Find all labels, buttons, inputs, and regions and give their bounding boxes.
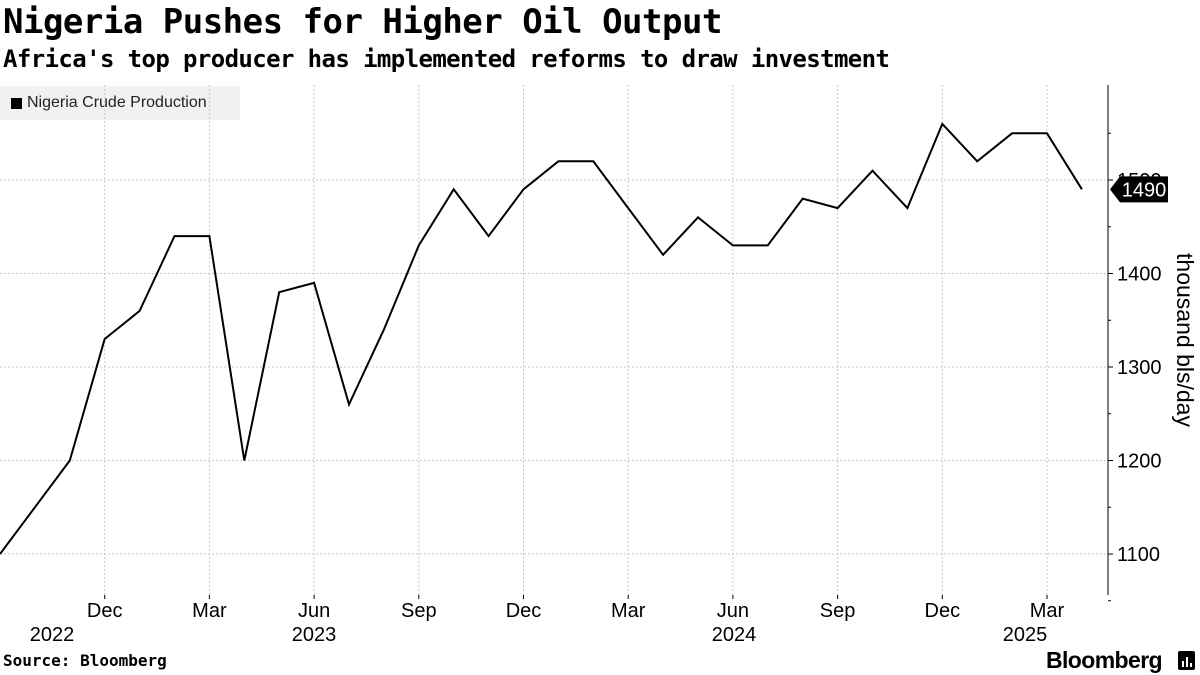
bloomberg-chart-icon	[1178, 651, 1195, 670]
y-tick-label: 1400	[1117, 264, 1162, 286]
y-axis-title: thousand bls/day	[1172, 253, 1198, 427]
chart-title: Nigeria Pushes for Higher Oil Output	[3, 2, 722, 42]
legend-swatch	[11, 97, 22, 109]
x-tick-label: Mar	[611, 600, 646, 622]
x-tick-label: Sep	[401, 600, 437, 622]
legend-label: Nigeria Crude Production	[27, 94, 207, 111]
last-value-marker: 1490	[1110, 176, 1168, 203]
grid	[0, 85, 1108, 595]
x-tick-label: Jun	[298, 600, 330, 622]
x-year-label: 2022	[30, 624, 75, 646]
source-note: Source: Bloomberg	[3, 651, 167, 670]
x-axis: Dec Mar Jun Sep Dec Mar Jun Sep Dec Mar 2022 2023 20…	[30, 595, 1065, 646]
x-tick-label: Mar	[192, 600, 227, 622]
x-year-label: 2023	[292, 624, 337, 646]
x-tick-label: Dec	[87, 600, 123, 622]
legend: Nigeria Crude Production	[0, 86, 240, 120]
last-value-label: 1490	[1122, 179, 1167, 201]
brand-logo-text: Bloomberg	[1046, 647, 1163, 673]
last-value-flag	[1110, 176, 1168, 203]
x-year-label: 2025	[1003, 624, 1048, 646]
series-line-nigeria-crude-production	[0, 122, 1083, 555]
x-tick-label: Sep	[820, 600, 856, 622]
series-lines	[0, 122, 1083, 555]
y-axis: 11001200130014001500	[1107, 85, 1162, 602]
x-tick-label: Jun	[717, 600, 749, 622]
x-year-label: 2024	[712, 624, 757, 646]
x-tick-label: Dec	[506, 600, 542, 622]
chart-subtitle: Africa's top producer has implemented re…	[3, 45, 890, 73]
x-tick-label: Mar	[1030, 600, 1065, 622]
y-tick-label: 1100	[1117, 544, 1160, 566]
y-tick-label: 1200	[1117, 451, 1162, 473]
y-tick-label: 1300	[1117, 357, 1162, 379]
x-tick-label: Dec	[925, 600, 961, 622]
